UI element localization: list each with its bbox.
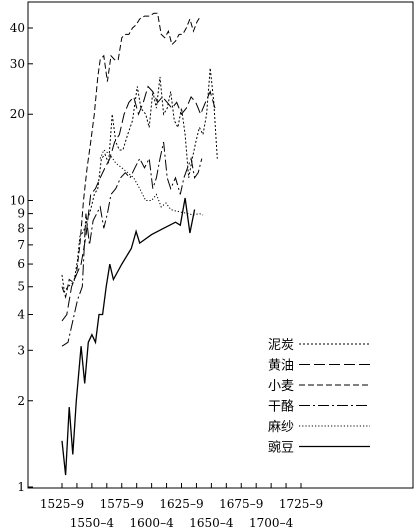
series-line-2: [61, 12, 202, 299]
y-tick-label: 2: [17, 394, 25, 408]
legend-label: 麻纱: [268, 420, 294, 435]
x-tick-label: 1675–9: [219, 497, 263, 511]
y-tick-label: 3: [17, 343, 25, 357]
x-axis: 1525–9 1575–9 1625–9 1675–9 1725–9 1550–4 1600…: [40, 483, 323, 530]
x-tick-label: 1525–9: [40, 497, 84, 511]
y-tick-label: 5: [17, 280, 25, 294]
legend-label: 小麦: [268, 379, 294, 394]
x-tick-label: 1550–4: [70, 516, 115, 530]
x-tick-label: 1700–4: [249, 516, 294, 530]
x-tick-label: 1625–9: [159, 497, 203, 511]
x-tick-label: 1725–9: [279, 497, 323, 511]
y-tick-label: 30: [10, 57, 25, 71]
legend-label: 豌豆: [268, 440, 294, 456]
series-line-1: [61, 85, 216, 322]
series-layer: [61, 12, 218, 476]
y-tick-label: 1: [17, 480, 25, 494]
y-tick-label: 6: [17, 257, 25, 271]
x-tick-label: 1600–4: [130, 516, 175, 530]
legend-label: 泥炭: [268, 338, 294, 353]
y-tick-label: 4: [17, 308, 25, 322]
x-tick-label: 1575–9: [100, 497, 144, 511]
y-tick-label: 20: [10, 107, 25, 121]
series-line-5: [61, 197, 196, 476]
y-tick-label: 8: [17, 221, 25, 235]
plot-frame: [27, 1, 414, 489]
series-line-3: [61, 141, 203, 347]
y-tick-label: 7: [17, 238, 25, 252]
y-tick-label: 9: [17, 207, 25, 221]
legend-label: 黄油: [268, 359, 294, 374]
legend-label: 干酪: [268, 399, 294, 415]
x-tick-label: 1650–4: [189, 516, 234, 530]
y-tick-label: 10: [10, 193, 25, 207]
y-tick-label: 40: [10, 21, 25, 35]
